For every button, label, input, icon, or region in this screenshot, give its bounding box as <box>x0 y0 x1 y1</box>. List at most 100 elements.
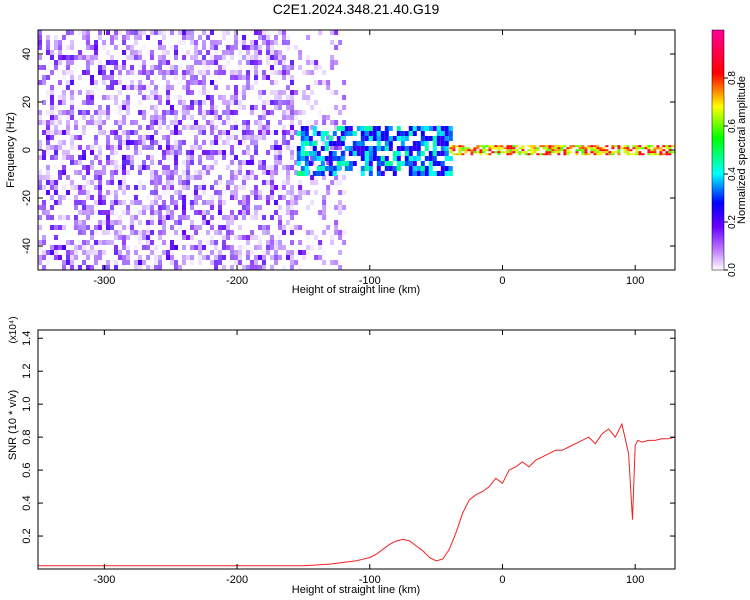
heatmap-cell <box>118 185 122 190</box>
heatmap-cell <box>118 135 122 140</box>
heatmap-cell <box>274 240 278 245</box>
heatmap-cell <box>300 136 305 141</box>
heatmap-cell <box>238 50 242 55</box>
heatmap-cell <box>310 125 315 130</box>
heatmap-cell <box>298 225 303 230</box>
heatmap-cell <box>584 151 588 154</box>
heatmap-cell <box>270 90 274 95</box>
heatmap-cell <box>258 55 262 60</box>
heatmap-cell <box>254 215 258 220</box>
heatmap-cell <box>222 130 226 135</box>
heatmap-cell <box>166 75 170 80</box>
heatmap-cell <box>58 195 62 200</box>
heatmap-cell <box>524 151 528 154</box>
heatmap-cell <box>348 126 353 131</box>
heatmap-cell <box>98 155 102 160</box>
heatmap-cell <box>78 145 82 150</box>
heatmap-cell <box>360 126 365 131</box>
heatmap-cell <box>467 147 471 150</box>
heatmap-cell <box>50 120 54 125</box>
heatmap-cell <box>234 215 238 220</box>
heatmap-cell <box>575 149 579 152</box>
heatmap-cell <box>334 225 339 230</box>
heatmap-cell <box>246 210 250 215</box>
heatmap-cell <box>641 153 645 156</box>
heatmap-cell <box>596 147 600 150</box>
heatmap-cell <box>166 135 170 140</box>
heatmap-cell <box>154 95 158 100</box>
heatmap-cell <box>412 126 417 131</box>
heatmap-cell <box>312 126 317 131</box>
heatmap-cell <box>318 115 323 120</box>
heatmap-cell <box>322 200 327 205</box>
heatmap-cell <box>66 120 70 125</box>
heatmap-cell <box>258 190 262 195</box>
heatmap-cell <box>118 215 122 220</box>
heatmap-cell <box>130 160 134 165</box>
heatmap-cell <box>304 126 309 131</box>
colorbar-tick-label: 0.2 <box>727 215 738 229</box>
heatmap-cell <box>368 146 373 151</box>
heatmap-cell <box>162 55 166 60</box>
heatmap-cell <box>182 115 186 120</box>
heatmap-cell <box>258 205 262 210</box>
heatmap-cell <box>300 141 305 146</box>
heatmap-cell <box>54 130 58 135</box>
heatmap-cell <box>270 175 274 180</box>
heatmap-cell <box>557 151 561 154</box>
heatmap-cell <box>290 195 294 200</box>
heatmap-cell <box>94 80 98 85</box>
heatmap-cell <box>118 105 122 110</box>
heatmap-cell <box>230 190 234 195</box>
heatmap-cell <box>238 75 242 80</box>
heatmap-cell <box>162 240 166 245</box>
heatmap-cell <box>262 125 266 130</box>
heatmap-cell <box>290 95 294 100</box>
heatmap-cell <box>300 131 305 136</box>
heatmap-cell <box>38 170 42 175</box>
heatmap-cell <box>286 65 290 70</box>
heatmap-cell <box>110 150 114 155</box>
heatmap-cell <box>170 105 174 110</box>
heatmap-cell <box>242 245 246 250</box>
heatmap-cell <box>479 151 483 154</box>
heatmap-cell <box>126 140 130 145</box>
heatmap-cell <box>114 60 118 65</box>
heatmap-cell <box>376 141 381 146</box>
heatmap-cell <box>274 210 278 215</box>
heatmap-cell <box>62 100 66 105</box>
heatmap-cell <box>182 70 186 75</box>
heatmap-cell <box>150 210 154 215</box>
heatmap-cell <box>230 145 234 150</box>
heatmap-cell <box>110 55 114 60</box>
heatmap-cell <box>86 145 90 150</box>
heatmap-cell <box>270 45 274 50</box>
heatmap-cell <box>246 70 250 75</box>
heatmap-cell <box>214 260 218 265</box>
heatmap-cell <box>42 75 46 80</box>
heatmap-cell <box>142 30 146 35</box>
heatmap-cell <box>330 120 335 125</box>
heatmap-cell <box>226 185 230 190</box>
heatmap-cell <box>412 131 417 136</box>
heatmap-cell <box>316 131 321 136</box>
heatmap-cell <box>364 156 369 161</box>
heatmap-cell <box>130 225 134 230</box>
heatmap-cell <box>440 141 445 146</box>
heatmap-cell <box>527 145 531 148</box>
heatmap-cell <box>258 265 262 270</box>
heatmap-cell <box>198 210 202 215</box>
heatmap-cell <box>432 161 437 166</box>
heatmap-cell <box>198 105 202 110</box>
heatmap-cell <box>218 210 222 215</box>
heatmap-cell <box>234 35 238 40</box>
heatmap-cell <box>306 205 311 210</box>
heatmap-cell <box>455 145 459 148</box>
heatmap-cell <box>262 165 266 170</box>
heatmap-cell <box>138 150 142 155</box>
heatmap-cell <box>162 220 166 225</box>
heatmap-cell <box>174 265 178 270</box>
heatmap-cell <box>98 170 102 175</box>
heatmap-cell <box>86 100 90 105</box>
heatmap-cell <box>94 225 98 230</box>
